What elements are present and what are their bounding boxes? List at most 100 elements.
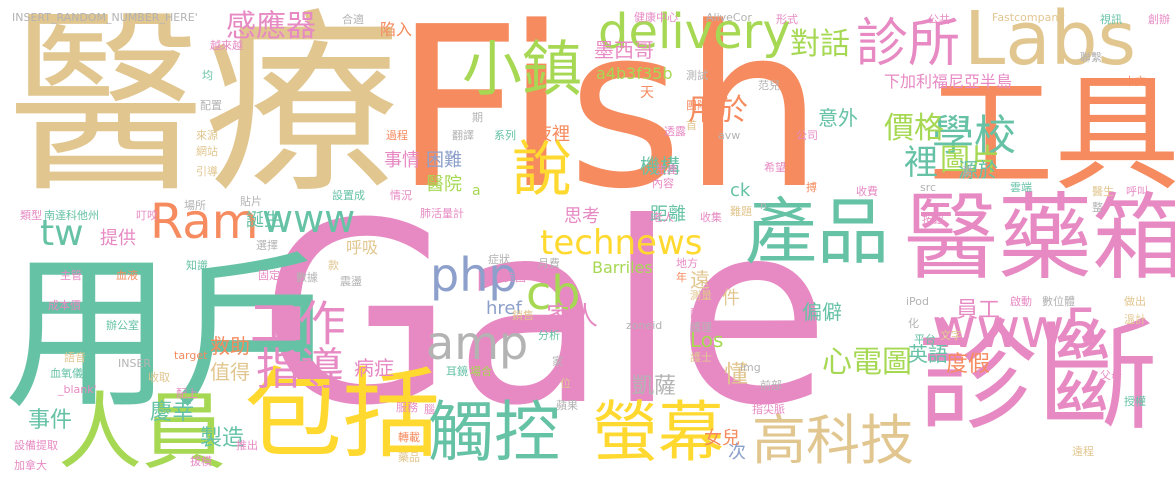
word-yue-lai-yue: 越來越 — [210, 39, 243, 52]
word-ba-mo: 拔模 — [190, 455, 212, 468]
word-jiu-zhu: 救助 — [210, 334, 250, 358]
word-hu-shi: 護士 — [690, 351, 712, 364]
word-wang-zhan: 網站 — [196, 145, 218, 158]
word-avw: avw — [718, 129, 741, 142]
word-jian-kang-zhong-xin: 健康中心 — [634, 11, 678, 24]
word-xing-shi: 形式 — [776, 13, 798, 26]
word-tu-pian: 圖片 — [940, 143, 1000, 178]
word-gong-si: 公司 — [796, 129, 818, 142]
word-fei-huo-liang-ji: 肺活量計 — [420, 207, 464, 220]
word-www: www — [262, 197, 356, 241]
word-yun-duan: 雲端 — [1010, 181, 1032, 194]
word-kuan: 款 — [328, 259, 339, 272]
word-insert-random-number: INSERT_RANDOM_NUMBER_HERE' — [12, 11, 198, 24]
word-ju-li: 距離 — [650, 204, 686, 225]
word-gan-ying-qi: 感應器 — [226, 9, 316, 44]
word-fen-xi: 分析 — [538, 329, 560, 342]
word-zhi-zao: 製造 — [200, 426, 245, 451]
word-si-kao: 思考 — [564, 206, 600, 227]
word-technews: technews — [540, 223, 703, 263]
word-nao: 腦 — [424, 403, 435, 416]
word-ren-yuan: 人員 — [58, 383, 227, 481]
word-jia-ge: 價格 — [884, 111, 944, 146]
word-guo-cheng: 過程 — [386, 129, 408, 142]
word-yi-yuan: 醫院 — [426, 174, 462, 195]
word-ck: ck — [730, 180, 751, 201]
word-php: php — [430, 248, 518, 302]
word-shou: 首 — [686, 119, 697, 132]
word-lai-yuan: 來源 — [196, 129, 218, 142]
word-zhi-shi: 知識 — [186, 259, 208, 272]
word-qi-dong: 啟動 — [1010, 295, 1032, 308]
word-gao-ke-ji: 高科技 — [752, 409, 914, 472]
word-he-shi: 合適 — [342, 13, 364, 26]
word-los: Los — [690, 328, 724, 352]
word-nan-da-ke-ta-zhou: 南達科他州 — [44, 209, 99, 222]
word-ding-yao: 叮咬 — [136, 209, 158, 222]
word-qi: 期 — [472, 111, 483, 124]
word-ai: 愛 — [962, 165, 973, 178]
word-xuan-ze: 選擇 — [256, 239, 278, 252]
word-chan-pin: 產品 — [745, 190, 890, 274]
word-zuo-chu: 做出 — [1124, 295, 1146, 308]
word-er-jing: 耳鏡 — [446, 365, 468, 378]
word-zheng: 整 — [1092, 201, 1103, 214]
word-ying-mu: 螢幕 — [592, 394, 724, 471]
word-kai-sa: 凱薩 — [632, 374, 677, 399]
word-yuan-cheng: 遠程 — [1072, 445, 1094, 458]
word-nei-rong: 內容 — [652, 177, 674, 190]
word-li: 裡 — [904, 143, 938, 183]
word-wen-zi: 文字 — [940, 329, 962, 342]
word-chang-suo: 場所 — [184, 199, 206, 212]
word-xi-lie: 系列 — [494, 129, 516, 142]
word-yu-yin: 語音 — [64, 351, 86, 364]
word-shi-jian: 事件 — [28, 408, 73, 433]
word-ce-shi: 測試 — [686, 69, 708, 82]
word-dui-hua: 對話 — [790, 27, 850, 62]
word-labs: Labs — [964, 0, 1137, 82]
word-du-jia: 度假 — [946, 352, 991, 377]
word-dong: 懂 — [724, 360, 748, 388]
word-lao-ren: 老人 — [652, 211, 674, 224]
word-gale: Gale — [260, 169, 831, 460]
word-tui-chu: 推出 — [236, 439, 258, 452]
word-gong-gong: 公共 — [928, 13, 950, 26]
word-a: a — [472, 183, 481, 199]
word-qing-xing: 慶幸 — [150, 400, 195, 425]
word-img: img — [740, 361, 761, 374]
word-an-niu: 按鈕 — [922, 213, 944, 226]
word-ram: Ram — [150, 194, 259, 250]
word-chuang-ban: 創辦 — [1148, 13, 1170, 26]
word-yi-yao-xiang: 醫藥箱 — [904, 184, 1175, 293]
word-yong-hu: 用戶 — [4, 236, 340, 432]
word-amp: amp — [426, 316, 529, 370]
word-yin-dao: 引導 — [196, 165, 218, 178]
word-pei-di: 配抵 — [690, 307, 712, 320]
word-shi-xun: 視訊 — [1100, 13, 1122, 26]
word-nian: 年 — [676, 271, 687, 284]
word-gong-ju: 工具 — [928, 61, 1175, 208]
word-xian-ru: 陷入 — [380, 20, 413, 39]
word-kun-nan: 困難 — [426, 150, 462, 171]
word-tw: tw — [40, 213, 84, 254]
word-ben-wen: 本文 — [1124, 75, 1146, 88]
word-mo-xi-ge: 墨西哥 — [594, 38, 654, 62]
word-yao-pin: 藥品 — [398, 451, 420, 464]
word-ping-tai: 平台 — [914, 333, 936, 346]
word-sheng-chan: 生產 — [656, 163, 678, 176]
word-a4b3f35b: a4b3f35b — [596, 64, 673, 83]
word-zhen-suo: 診所 — [856, 14, 961, 74]
word-ye-li: 夜裡 — [534, 124, 570, 145]
word-ce-liang: 測量 — [690, 289, 712, 302]
word-fastcompany: Fastcompany — [992, 11, 1065, 24]
word-xia-jia-li-fu-ni-ya-ban-dao: 下加利福尼亞半島 — [884, 72, 1013, 91]
word-jun: 均 — [202, 69, 213, 82]
word-zhen-duan: 診斷 — [918, 308, 1158, 447]
word-pei-shang: 配上 — [176, 387, 198, 400]
word-tou-lu: 透露 — [664, 125, 686, 138]
word-ying-yu: 英語 — [908, 342, 948, 366]
word-ti-gong: 提供 — [100, 228, 136, 249]
word-zhu-guan: 主管 — [60, 269, 82, 282]
word-fan-yi: 翻譯 — [452, 129, 474, 142]
